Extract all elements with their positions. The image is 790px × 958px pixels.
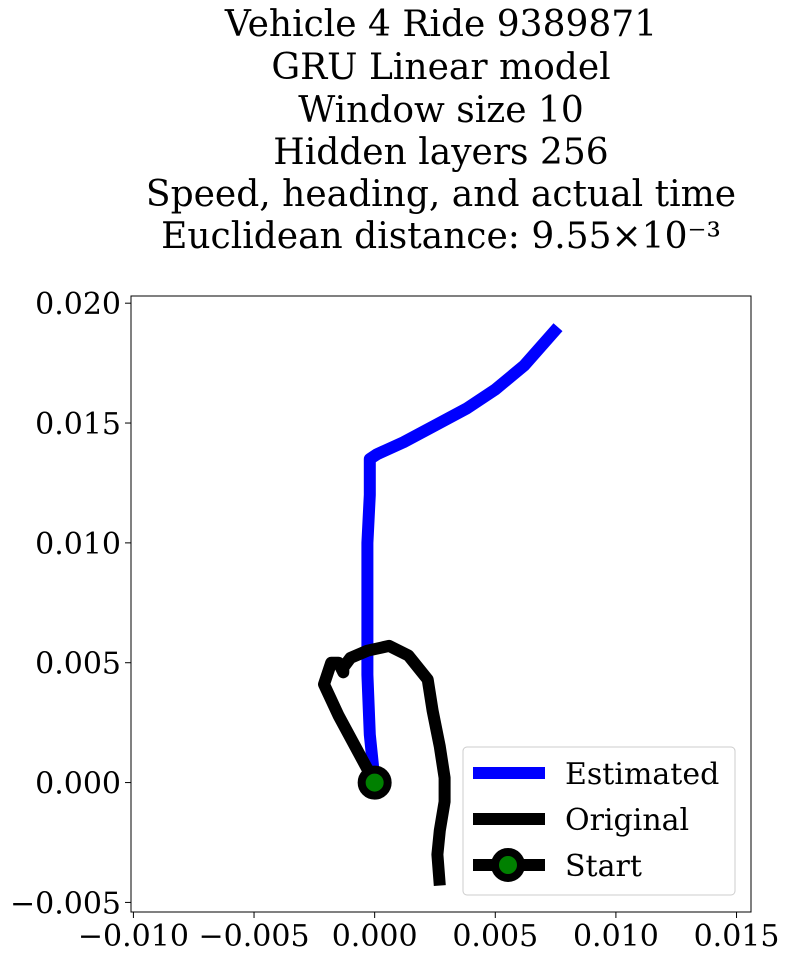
title-line-6: Euclidean distance: 9.55×10⁻³ [161, 216, 721, 257]
series-line-estimated [361, 323, 563, 784]
legend: Estimated Original Start [462, 746, 736, 896]
start-point-marker [357, 765, 392, 800]
legend-label-original: Original [565, 803, 689, 838]
legend-swatch-start-marker [491, 848, 525, 882]
legend-box [462, 746, 736, 896]
plot-frame [130, 295, 752, 913]
y-tick-label: −0.005 [10, 886, 121, 921]
x-axis: −0.010 −0.005 0.000 0.005 0.010 0.015 [78, 912, 780, 954]
title-line-1: Vehicle 4 Ride 9389871 [224, 4, 657, 45]
y-axis: −0.005 0.000 0.005 0.010 0.015 0.020 [10, 287, 131, 921]
chart-title: Vehicle 4 Ride 9389871 GRU Linear model … [146, 4, 736, 257]
start-marker-layer [357, 765, 392, 800]
title-line-4: Hidden layers 256 [273, 132, 608, 173]
y-tick-label: 0.005 [35, 647, 121, 682]
title-line-2: GRU Linear model [271, 47, 610, 88]
series-line-original [318, 639, 451, 887]
x-tick-label: 0.010 [573, 919, 659, 954]
legend-label-start: Start [565, 849, 642, 884]
legend-label-estimated: Estimated [565, 757, 719, 792]
title-line-3: Window size 10 [298, 90, 584, 131]
y-tick-label: 0.010 [35, 527, 121, 562]
x-tick-label: 0.005 [452, 919, 538, 954]
y-tick-label: 0.020 [35, 287, 121, 322]
y-tick-label: 0.000 [35, 767, 121, 802]
x-tick-label: −0.010 [78, 919, 189, 954]
x-tick-label: 0.015 [694, 919, 780, 954]
y-tick-label: 0.015 [35, 407, 121, 442]
title-line-5: Speed, heading, and actual time [146, 174, 736, 215]
x-tick-label: −0.005 [199, 919, 310, 954]
x-tick-label: 0.000 [332, 919, 418, 954]
series-layer [318, 323, 563, 887]
